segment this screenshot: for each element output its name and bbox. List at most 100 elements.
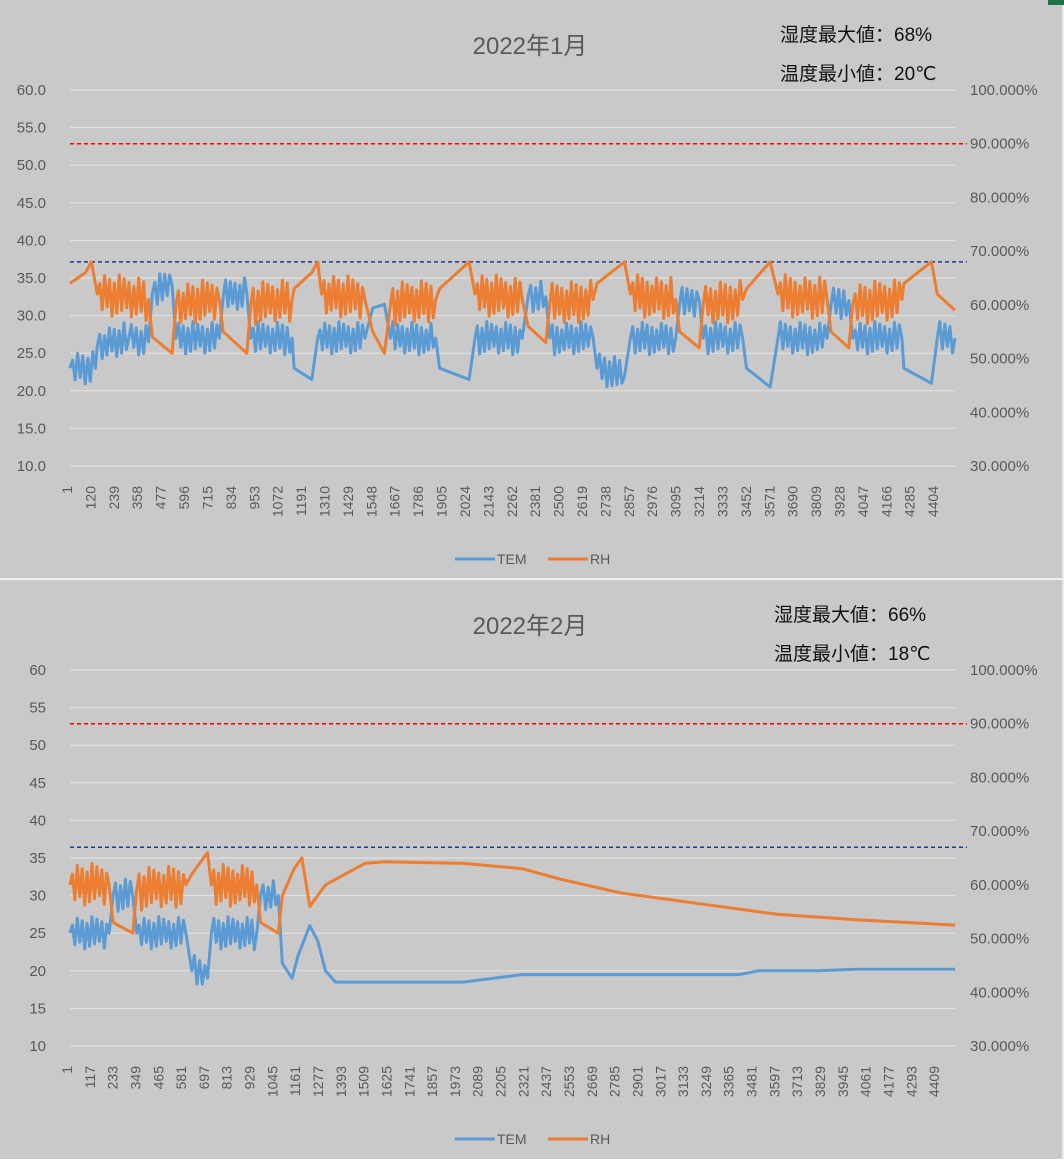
legend-label: RH	[590, 551, 610, 567]
y-right-tick-label: 70.000%	[970, 243, 1029, 260]
x-tick-label: 1786	[410, 486, 426, 517]
x-tick-label: 3095	[668, 486, 684, 517]
y-left-tick-label: 60.0	[17, 82, 46, 99]
y-left-tick-label: 15	[29, 1000, 46, 1017]
y-left-tick-label: 45	[29, 775, 46, 792]
x-tick-label: 2619	[574, 486, 590, 517]
x-tick-label: 834	[223, 486, 239, 510]
x-tick-label: 2437	[538, 1066, 554, 1097]
y-right-tick-label: 50.000%	[970, 351, 1029, 368]
x-tick-label: 358	[129, 486, 145, 510]
humidity-max-note: 湿度最大値：66%	[774, 605, 927, 626]
x-tick-label: 1161	[287, 1066, 303, 1096]
chart-plot-january: 10.0 15.0 20.0 25.0 30.0 35.0 40.0 45.0 50.0 55.0…	[17, 82, 1038, 567]
x-tick-label: 1310	[316, 486, 332, 517]
x-tick-label: 4409	[926, 1066, 942, 1097]
x-tick-label: 1191	[293, 486, 309, 516]
humidity-max-note: 湿度最大値：68%	[780, 25, 933, 46]
x-tick-label: 3333	[714, 486, 730, 517]
x-tick-label: 2553	[561, 1066, 577, 1097]
legend-label: RH	[590, 1131, 610, 1147]
sheet-corner-marker	[1048, 0, 1064, 5]
legend-label: TEM	[497, 551, 527, 567]
y-right-tick-label: 30.000%	[970, 458, 1029, 475]
x-tick-label: 2500	[551, 486, 567, 517]
series-line-rh	[68, 851, 956, 935]
y-right-tick-label: 40.000%	[970, 984, 1029, 1001]
x-tick-label: 2143	[480, 486, 496, 517]
y-left-tick-label: 10	[29, 1038, 46, 1055]
chart-title: 2022年1月	[472, 33, 588, 60]
temperature-min-note: 温度最小値：18℃	[774, 644, 931, 665]
x-tick-label: 1509	[356, 1066, 372, 1097]
x-tick-label: 2024	[457, 486, 473, 517]
y-left-tick-label: 35.0	[17, 270, 46, 287]
x-tick-label: 929	[242, 1066, 258, 1090]
y-right-tick-label: 30.000%	[970, 1038, 1029, 1055]
x-tick-label: 3365	[721, 1066, 737, 1097]
y-left-tick-label: 30.0	[17, 308, 46, 325]
x-tick-label: 465	[150, 1066, 166, 1090]
x-tick-label: 581	[173, 1066, 189, 1090]
y-left-tick-label: 55.0	[17, 120, 46, 137]
y-left-tick-label: 20.0	[17, 383, 46, 400]
x-tick-label: 239	[106, 486, 122, 510]
x-tick-label: 233	[105, 1066, 121, 1090]
x-tick-label: 2901	[629, 1066, 645, 1097]
y-left-tick-label: 20	[29, 963, 46, 980]
x-tick-label: 4047	[855, 486, 871, 517]
x-tick-label: 2089	[470, 1066, 486, 1097]
x-tick-label: 3214	[691, 486, 707, 517]
y-right-tick-label: 100.000%	[970, 662, 1038, 679]
y-right-tick-label: 50.000%	[970, 931, 1029, 948]
x-tick-label: 3597	[766, 1066, 782, 1097]
x-tick-label: 1072	[270, 486, 286, 517]
x-tick-label: 3809	[808, 486, 824, 517]
chart-panel-january[interactable]: 2022年1月 湿度最大値：68% 温度最小値：20℃ 10.0 15.0 20.0…	[0, 0, 1064, 578]
series-line-tem	[68, 877, 955, 986]
x-tick-label: 3571	[761, 486, 777, 517]
y-left-tick-label: 35	[29, 850, 46, 867]
x-tick-label: 120	[82, 486, 98, 510]
x-tick-label: 813	[219, 1066, 235, 1090]
x-tick-label: 715	[199, 486, 215, 510]
x-tick-label: 1857	[424, 1066, 440, 1097]
y-right-tick-label: 40.000%	[970, 404, 1029, 421]
x-tick-label: 3690	[785, 486, 801, 517]
x-tick-label: 3017	[652, 1066, 668, 1097]
chart-panel-february[interactable]: 2022年2月 湿度最大値：66% 温度最小値：18℃ 10 15 20 25 30 35…	[0, 580, 1064, 1159]
x-tick-label: 1	[59, 1066, 75, 1074]
x-tick-label: 1905	[434, 486, 450, 517]
x-tick-label: 1	[59, 486, 75, 494]
x-tick-label: 2262	[504, 486, 520, 517]
x-tick-label: 697	[196, 1066, 212, 1090]
x-tick-label: 2381	[527, 486, 543, 517]
x-tick-label: 4166	[878, 486, 894, 517]
x-tick-label: 4293	[903, 1066, 919, 1097]
y-left-tick-label: 55	[29, 700, 46, 717]
y-left-tick-label: 50.0	[17, 157, 46, 174]
x-tick-label: 953	[246, 486, 262, 510]
x-tick-label: 3945	[835, 1066, 851, 1097]
x-tick-label: 2669	[584, 1066, 600, 1097]
y-right-tick-label: 70.000%	[970, 823, 1029, 840]
x-tick-label: 1667	[387, 486, 403, 517]
y-left-tick-label: 40.0	[17, 232, 46, 249]
x-tick-label: 2205	[493, 1066, 509, 1097]
x-tick-label: 3713	[789, 1066, 805, 1097]
x-tick-label: 2857	[621, 486, 637, 517]
x-tick-label: 2738	[597, 486, 613, 517]
x-tick-label: 4285	[902, 486, 918, 517]
x-tick-label: 349	[127, 1066, 143, 1090]
y-left-tick-label: 60	[29, 662, 46, 679]
y-right-tick-label: 100.000%	[970, 82, 1038, 99]
chart-title: 2022年2月	[472, 613, 588, 640]
y-right-tick-label: 60.000%	[970, 877, 1029, 894]
x-tick-label: 3928	[831, 486, 847, 517]
x-tick-label: 1393	[333, 1066, 349, 1097]
y-right-tick-label: 80.000%	[970, 189, 1029, 206]
x-tick-label: 3829	[812, 1066, 828, 1097]
y-left-tick-label: 10.0	[17, 458, 46, 475]
x-tick-label: 2976	[644, 486, 660, 517]
x-tick-label: 3481	[744, 1066, 760, 1097]
